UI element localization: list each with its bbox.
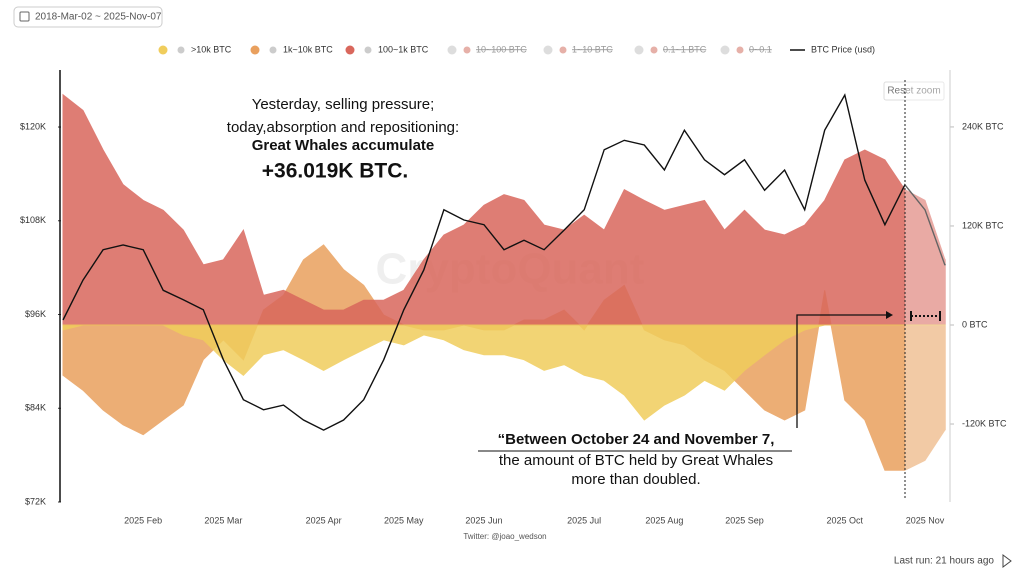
legend-swatch [250, 45, 260, 55]
y-tick-label: $84K [25, 403, 46, 413]
y2-tick-label: 120K BTC [962, 220, 1004, 230]
credit: Twitter: @joao_wedson [463, 532, 546, 541]
legend-swatch-hidden [720, 45, 730, 55]
legend-swatch-hidden [447, 45, 457, 55]
legend-icon-hidden [463, 46, 471, 54]
legend-label-hidden[interactable]: 0~0.1 [749, 44, 772, 54]
legend-swatch [345, 45, 355, 55]
y2-tick-label: -120K BTC [962, 418, 1007, 428]
legend-swatch-hidden [634, 45, 644, 55]
annotation: Great Whales accumulate [252, 137, 435, 154]
legend-label: 1k~10k BTC [283, 44, 333, 54]
date-range-chip[interactable] [13, 6, 163, 28]
legend-label-hidden[interactable]: 1~10 BTC [572, 44, 613, 54]
price-line [62, 93, 946, 431]
x-tick-label: 2025 Jun [465, 515, 502, 525]
x-tick-label: 2025 Jul [567, 515, 601, 525]
x-tick-label: 2025 Nov [906, 515, 945, 525]
arrow-head [886, 311, 893, 319]
legend-label: 100~1k BTC [378, 44, 429, 54]
legend-label-hidden[interactable]: 0.1~1 BTC [663, 44, 707, 54]
area-series [62, 93, 946, 326]
legend-icon-hidden [736, 46, 744, 54]
date-range: 2018-Mar-02 ~ 2025-Nov-07 [35, 12, 162, 23]
quote-line: “Between October 24 and November 7, [498, 431, 775, 448]
area-series [62, 324, 946, 421]
y2-tick-label: 0 BTC [962, 319, 988, 329]
annotation: Yesterday, selling pressure; [252, 96, 435, 113]
calendar-icon [19, 11, 30, 22]
quote-line: the amount of BTC held by Great Whales [499, 452, 773, 469]
y-tick-label: $96K [25, 309, 46, 319]
legend-icon-hidden [650, 46, 658, 54]
y-tick-label: $120K [20, 121, 46, 131]
x-tick-label: 2025 Mar [204, 515, 242, 525]
x-tick-label: 2025 Sep [725, 515, 764, 525]
legend-icon [269, 46, 277, 54]
annotation: +36.019K BTC. [262, 160, 409, 183]
annotation: today,absorption and repositioning: [227, 119, 459, 136]
y-tick-label: $108K [20, 215, 46, 225]
x-tick-label: 2025 Oct [827, 515, 864, 525]
y-tick-label: $72K [25, 496, 46, 506]
recent-shade [905, 70, 945, 502]
legend-icon-hidden [559, 46, 567, 54]
legend-label: BTC Price (usd) [811, 44, 875, 54]
legend-label-hidden[interactable]: 10~100 BTC [476, 44, 527, 54]
x-tick-label: 2025 May [384, 515, 424, 525]
quote-line: more than doubled. [571, 471, 700, 488]
last-run: Last run: 21 hours ago [894, 556, 995, 567]
run-icon[interactable] [1002, 554, 1012, 568]
legend-swatch [158, 45, 168, 55]
x-tick-label: 2025 Apr [306, 515, 342, 525]
arrow [796, 314, 886, 440]
x-tick-label: 2025 Aug [645, 515, 683, 525]
x-tick-label: 2025 Feb [124, 515, 162, 525]
legend-icon [364, 46, 372, 54]
legend-label: >10k BTC [191, 44, 232, 54]
reset-zoom-label[interactable]: Reset zoom [887, 86, 940, 97]
quote-bg [470, 428, 800, 490]
legend-icon [177, 46, 185, 54]
y2-tick-label: 240K BTC [962, 121, 1004, 131]
reset-zoom-button[interactable] [883, 81, 945, 101]
legend-swatch-hidden [543, 45, 553, 55]
